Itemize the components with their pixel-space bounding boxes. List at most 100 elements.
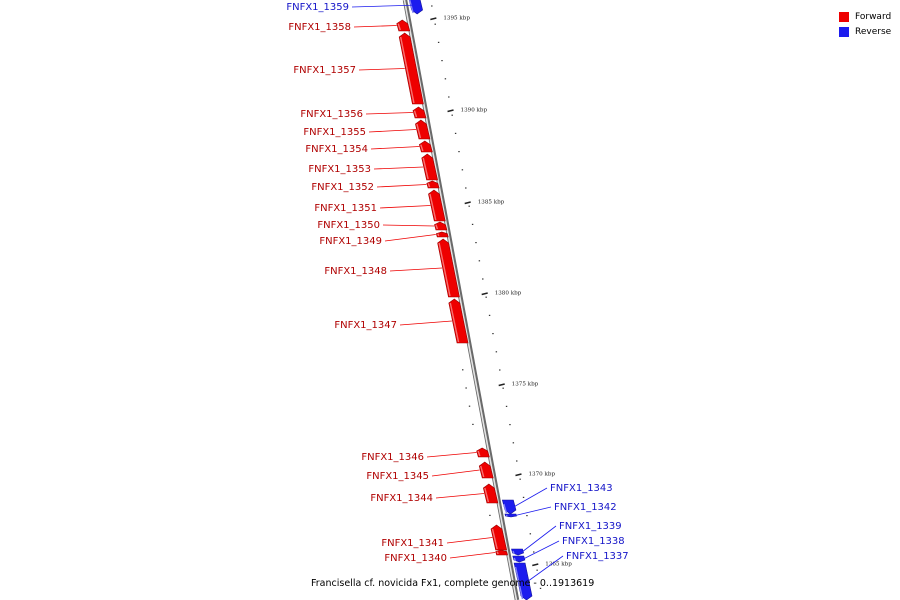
major-tick: [532, 563, 539, 567]
gene-fnfx1_1358[interactable]: [396, 19, 411, 32]
gene-body: [437, 238, 460, 298]
tick-label: 1370 kbp: [528, 472, 555, 478]
gene-label[interactable]: FNFX1_1357: [293, 65, 356, 76]
gene-highlight: [449, 302, 460, 343]
legend-item-reverse: Reverse: [839, 24, 891, 39]
gene-leader-line: [351, 4, 420, 8]
gene-highlight: [429, 193, 437, 221]
gene-label[interactable]: FNFX1_1354: [305, 144, 368, 155]
gene-leader-line: [389, 267, 443, 272]
gene-fnfx1_1345[interactable]: [478, 461, 494, 479]
gene-highlight: [399, 36, 415, 104]
gene-label[interactable]: FNFX1_1352: [311, 182, 374, 193]
gene-fnfx1_1348[interactable]: [437, 238, 460, 298]
gene-label[interactable]: FNFX1_1340: [384, 553, 447, 564]
gene-label[interactable]: FNFX1_1359: [286, 2, 349, 13]
gene-fnfx1_1341[interactable]: [490, 524, 508, 551]
gene-leader-line: [368, 129, 417, 133]
gene-leader-line: [358, 68, 405, 71]
tick-label: 1385 kbp: [478, 200, 505, 206]
gene-label[interactable]: FNFX1_1337: [566, 551, 629, 562]
gene-fnfx1_1352[interactable]: [426, 180, 440, 189]
gene-highlight: [437, 233, 440, 237]
tick-label: 1365 kbp: [545, 562, 572, 568]
gene-leader-line: [431, 469, 480, 477]
gene-fnfx1_1353[interactable]: [421, 153, 438, 181]
gene-fnfx1_1343[interactable]: [501, 499, 517, 515]
gene-label[interactable]: FNFX1_1351: [314, 203, 377, 214]
gene-label[interactable]: FNFX1_1353: [308, 164, 371, 175]
gene-features: [396, 0, 533, 600]
gene-leader-line: [513, 487, 548, 508]
gene-fnfx1_1351[interactable]: [428, 189, 446, 222]
gene-fnfx1_1340[interactable]: [495, 549, 508, 556]
gene-fnfx1_1342[interactable]: [504, 513, 517, 518]
gene-label[interactable]: FNFX1_1349: [319, 236, 382, 247]
gene-fnfx1_1350[interactable]: [434, 221, 448, 231]
gene-fnfx1_1357[interactable]: [398, 32, 424, 105]
gene-fnfx1_1346[interactable]: [476, 447, 490, 458]
major-ticks: 1395 kbp 1390 kbp 1385 kbp 1380 kbp 1375 kbp…: [430, 16, 572, 568]
gene-fnfx1_1354[interactable]: [418, 140, 433, 153]
gene-label[interactable]: FNFX1_1339: [559, 521, 622, 532]
major-tick: [515, 473, 522, 477]
gene-label[interactable]: FNFX1_1350: [317, 220, 380, 231]
gene-highlight: [484, 487, 490, 503]
gene-highlight: [397, 23, 401, 31]
gene-body: [513, 562, 533, 600]
major-tick: [464, 201, 471, 205]
backbone-highlight: [403, 0, 518, 600]
gene-highlight: [416, 123, 422, 139]
gene-label[interactable]: FNFX1_1338: [562, 536, 625, 547]
gene-label[interactable]: FNFX1_1347: [334, 320, 397, 331]
gene-label[interactable]: FNFX1_1343: [550, 483, 613, 494]
gene-highlight: [427, 183, 431, 188]
gene-fnfx1_1347[interactable]: [448, 298, 469, 344]
gene-labels: FNFX1_1359 FNFX1_1358 FNFX1_1357 FNFX1_1356…: [286, 2, 629, 582]
gene-fnfx1_1349[interactable]: [435, 231, 449, 238]
gene-fnfx1_1339[interactable]: [511, 548, 524, 556]
gene-label[interactable]: FNFX1_1346: [361, 452, 424, 463]
gene-leader-line: [365, 112, 414, 115]
tick-label: 1395 kbp: [443, 16, 470, 22]
gene-fnfx1_1344[interactable]: [483, 483, 499, 504]
gene-highlight: [438, 242, 451, 297]
gene-highlight: [503, 503, 508, 514]
legend-item-forward: Forward: [839, 9, 891, 24]
gene-highlight: [513, 557, 517, 562]
gene-label[interactable]: FNFX1_1358: [288, 22, 351, 33]
gene-highlight: [477, 450, 481, 457]
gene-fnfx1_1355[interactable]: [415, 119, 431, 140]
gene-label[interactable]: FNFX1_1356: [300, 109, 363, 120]
gene-body: [428, 189, 446, 222]
gene-label[interactable]: FNFX1_1345: [366, 471, 429, 482]
gene-fnfx1_1338[interactable]: [512, 555, 526, 563]
tick-label: 1390 kbp: [461, 108, 488, 114]
gene-highlight: [505, 514, 508, 517]
gene-highlight: [413, 110, 418, 118]
gene-leader-line: [426, 452, 477, 458]
gene-highlight: [409, 0, 414, 14]
tick-label: 1380 kbp: [495, 291, 522, 297]
gene-leader-line: [376, 184, 427, 188]
gene-label[interactable]: FNFX1_1348: [324, 266, 387, 277]
gene-body: [421, 153, 438, 181]
gene-leader-line: [373, 166, 424, 170]
gene-fnfx1_1356[interactable]: [412, 106, 427, 119]
genome-backbone: [402, 0, 520, 600]
gene-label[interactable]: FNFX1_1344: [370, 493, 433, 504]
gene-leader-line: [523, 540, 560, 560]
gene-leader-line: [382, 224, 435, 227]
gene-fnfx1_1359[interactable]: [408, 0, 423, 15]
gene-label[interactable]: FNFX1_1355: [303, 127, 366, 138]
legend-label-reverse: Reverse: [855, 26, 892, 37]
gene-fnfx1_1337[interactable]: [513, 562, 533, 600]
genome-caption: Francisella cf. novicida Fx1, complete g…: [311, 578, 595, 589]
gene-leader-line: [449, 552, 496, 559]
legend-label-forward: Forward: [855, 11, 892, 22]
gene-label[interactable]: FNFX1_1342: [554, 502, 617, 513]
gene-label[interactable]: FNFX1_1341: [381, 538, 444, 549]
gene-leader-line: [435, 493, 485, 499]
gene-leader-line: [353, 25, 397, 28]
